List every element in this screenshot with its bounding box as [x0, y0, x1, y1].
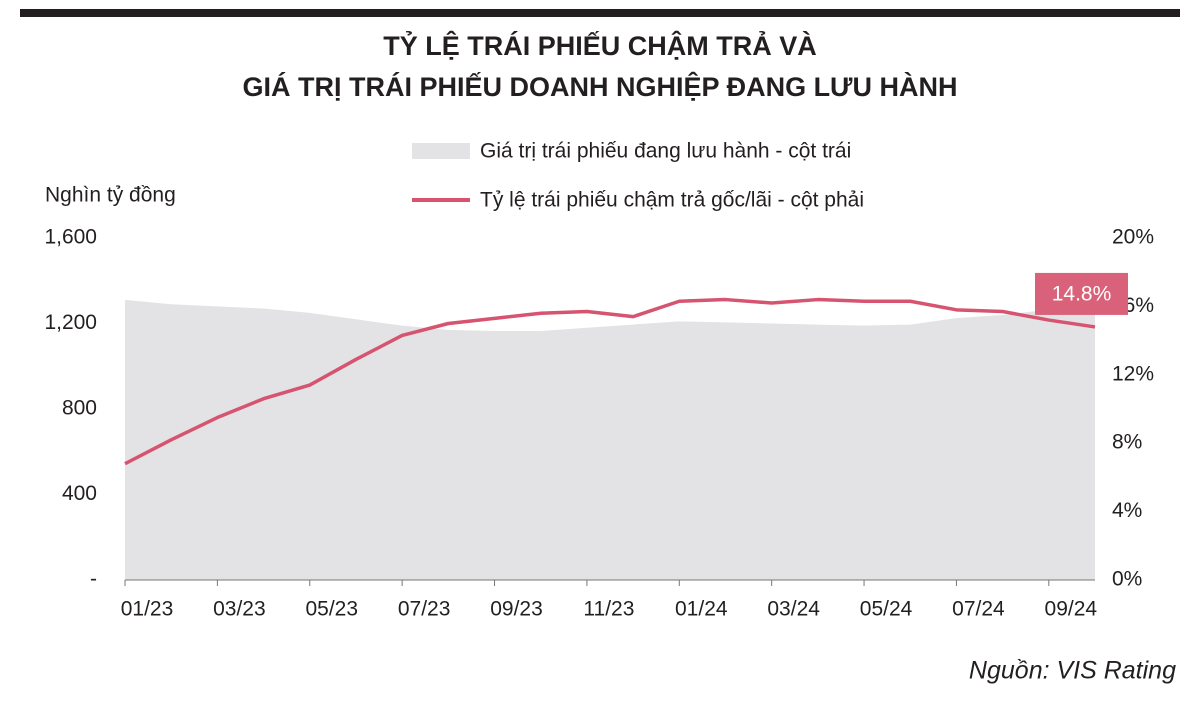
x-tick-label: 09/24 [1045, 598, 1098, 621]
area [125, 299, 1095, 580]
value-label: 14.8% [1052, 282, 1112, 305]
y2-tick-label: 8% [1112, 431, 1142, 454]
value-label-box [1035, 272, 1128, 315]
y2-tick-label: 12% [1112, 362, 1154, 385]
legend-swatch [412, 143, 470, 159]
source: Nguồn: VIS Rating [969, 657, 1176, 685]
legend-label: Giá trị trái phiếu đang lưu hành - cột t… [480, 140, 851, 163]
y2-tick-label: 0% [1112, 568, 1142, 591]
top-rule [20, 9, 1180, 17]
y2-tick-label: 4% [1112, 499, 1142, 522]
x-tick-label: 01/24 [675, 598, 728, 621]
x-tick-label: 07/24 [952, 598, 1005, 621]
chart-title: TỶ LỆ TRÁI PHIẾU CHẬM TRẢ VÀ [383, 29, 817, 61]
x-tick-label: 11/23 [583, 598, 634, 621]
x-tick-label: 05/23 [305, 598, 358, 621]
x-tick-label: 03/23 [213, 598, 266, 621]
y-tick-label: 1,200 [44, 311, 97, 334]
x-tick-label: 01/23 [121, 598, 174, 621]
x-tick-label: 09/23 [490, 598, 543, 621]
y-axis-title: Nghìn tỷ đồng [45, 184, 176, 207]
y-tick-label: 1,600 [44, 226, 97, 249]
y-tick-label: 800 [62, 397, 97, 420]
x-tick-label: 05/24 [860, 598, 913, 621]
line [124, 297, 1096, 466]
x-tick-label: 03/24 [767, 598, 820, 621]
x-tick-label: 07/23 [398, 598, 451, 621]
y-tick-label: 400 [62, 482, 97, 505]
y-tick-label: - [90, 568, 97, 591]
legend-label: Tỷ lệ trái phiếu chậm trả gốc/lãi - cột … [480, 189, 864, 212]
y2-tick-label: 20% [1112, 226, 1154, 249]
chart-title: GIÁ TRỊ TRÁI PHIẾU DOANH NGHIỆP ĐANG LƯU… [243, 71, 958, 102]
